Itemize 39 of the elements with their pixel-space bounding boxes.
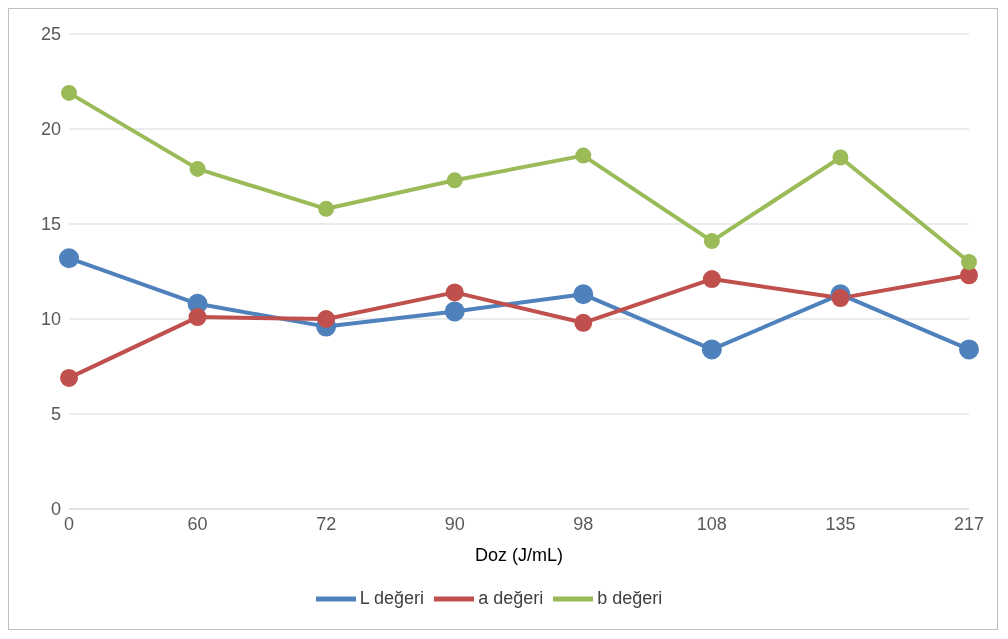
point: [61, 84, 77, 101]
point: [444, 301, 465, 322]
point: [188, 308, 207, 327]
legend-label: a değeri: [478, 587, 544, 608]
x-tick-label: 217: [953, 513, 985, 534]
y-tick-label: 20: [40, 119, 61, 140]
y-tick-label: 0: [50, 499, 61, 520]
point: [189, 160, 206, 177]
x-tick-label: 72: [316, 513, 337, 534]
y-tick-label: 10: [40, 309, 61, 330]
x-tick-label: 108: [696, 513, 727, 534]
x-axis-title: Doz (J/mL): [474, 545, 564, 565]
point: [960, 266, 978, 285]
point: [574, 313, 593, 332]
x-tick-label: 90: [444, 513, 465, 534]
point: [831, 289, 850, 308]
point: [702, 270, 721, 289]
point: [59, 248, 79, 269]
point: [703, 233, 720, 250]
x-tick-label: 98: [573, 513, 594, 534]
y-tick-label: 15: [40, 214, 61, 235]
legend-label: b değeri: [597, 587, 663, 608]
point: [832, 149, 849, 166]
point: [701, 339, 722, 360]
point: [575, 147, 592, 164]
legend-label: L değeri: [359, 587, 425, 608]
x-tick-label: 60: [187, 513, 208, 534]
y-tick-label: 25: [40, 24, 61, 45]
point: [317, 310, 336, 328]
y-tick-label: 5: [50, 404, 61, 425]
x-tick-label: 0: [63, 513, 75, 534]
point: [318, 200, 335, 217]
point: [573, 284, 594, 305]
point: [961, 254, 977, 270]
point: [446, 172, 463, 189]
point: [959, 339, 979, 360]
point: [60, 368, 78, 387]
point: [445, 283, 464, 302]
x-tick-label: 135: [825, 513, 856, 534]
